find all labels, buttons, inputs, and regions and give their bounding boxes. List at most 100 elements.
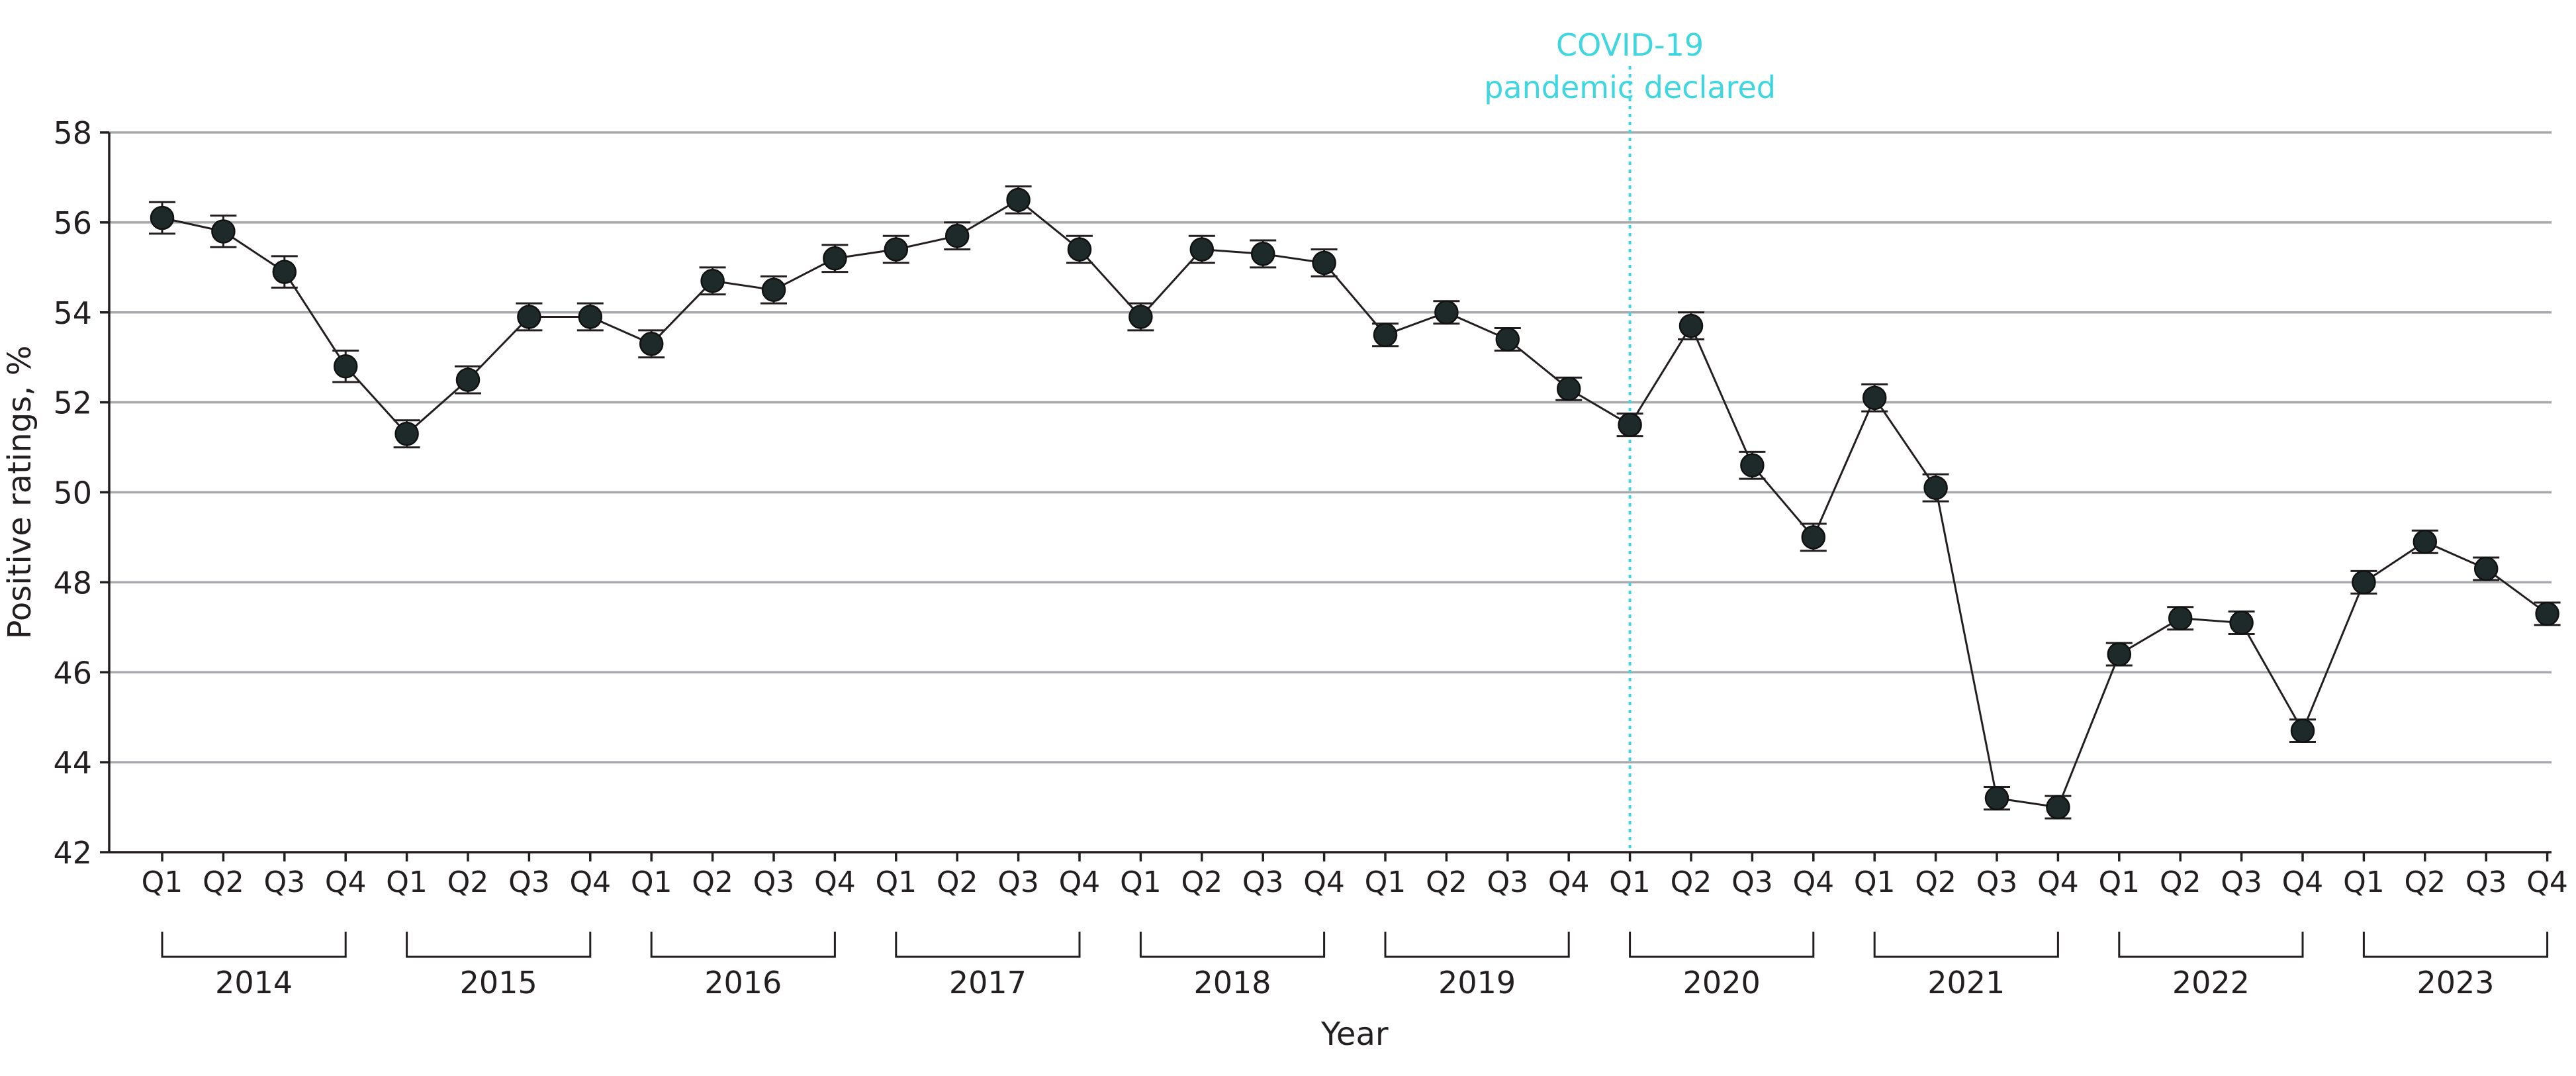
data-points <box>149 185 2561 820</box>
y-tick-label-56: 56 <box>53 205 92 241</box>
data-point-12 <box>884 237 909 262</box>
data-point-6 <box>517 305 541 329</box>
data-point-9 <box>700 268 725 293</box>
year-label-2021: 2021 <box>1927 965 2005 1001</box>
grid-layer <box>109 131 2552 763</box>
x-tick-label-35: Q4 <box>2282 865 2324 899</box>
x-tick-label-29: Q2 <box>1915 865 1956 899</box>
data-point-35 <box>2290 718 2315 743</box>
data-point-33 <box>2168 606 2193 630</box>
data-point-29 <box>1923 475 1948 500</box>
year-label-2017: 2017 <box>949 965 1027 1001</box>
x-tick-label-20: Q1 <box>1365 865 1406 899</box>
data-point-15 <box>1067 237 1092 262</box>
year-bracket-2014 <box>161 932 347 958</box>
x-tick-label-30: Q3 <box>1976 865 2018 899</box>
y-tick-label-46: 46 <box>53 655 92 691</box>
y-tick-label-42: 42 <box>53 835 92 871</box>
data-point-32 <box>2107 642 2132 667</box>
year-bracket-2023 <box>2362 932 2549 958</box>
x-tick-label-32: Q1 <box>2098 865 2140 899</box>
data-point-23 <box>1556 376 1581 401</box>
x-tick-label-6: Q3 <box>508 865 550 899</box>
x-tick-label-33: Q2 <box>2160 865 2201 899</box>
x-tick-label-5: Q2 <box>447 865 489 899</box>
year-label-2018: 2018 <box>1193 965 1271 1001</box>
x-tick-label-19: Q4 <box>1303 865 1345 899</box>
covid-annotation: COVID-19 pandemic declared <box>1484 27 1776 852</box>
x-axis-label: Year <box>1320 1016 1389 1053</box>
x-tick-label-38: Q3 <box>2465 865 2507 899</box>
data-point-13 <box>944 224 970 248</box>
year-brackets: 2014 2015 2016 2017 2018 2019 2020 2021 2022 2023 <box>161 932 2549 1001</box>
year-label-2020: 2020 <box>1683 965 1761 1001</box>
year-label-2016: 2016 <box>704 965 782 1001</box>
x-tick-label-31: Q4 <box>2037 865 2079 899</box>
x-tick-label-10: Q3 <box>753 865 795 899</box>
data-point-20 <box>1373 322 1398 347</box>
year-bracket-2018 <box>1139 932 1326 958</box>
year-bracket-2021 <box>1873 932 2059 958</box>
x-tick-label-23: Q4 <box>1548 865 1590 899</box>
x-tick-label-13: Q2 <box>937 865 978 899</box>
data-point-16 <box>1128 305 1153 329</box>
data-point-10 <box>761 277 786 303</box>
data-point-2 <box>272 260 297 284</box>
data-point-5 <box>455 367 481 392</box>
y-tick-label-52: 52 <box>53 385 92 421</box>
year-label-2019: 2019 <box>1438 965 1516 1001</box>
y-tick-label-50: 50 <box>53 475 92 511</box>
series-line <box>161 199 2548 808</box>
data-point-18 <box>1250 242 1275 266</box>
data-point-28 <box>1862 385 1887 411</box>
data-point-31 <box>2046 795 2070 820</box>
x-tick-label-4: Q1 <box>386 865 428 899</box>
x-tick-label-15: Q4 <box>1059 865 1101 899</box>
year-bracket-2015 <box>406 932 592 958</box>
series <box>161 199 2548 808</box>
year-label-2023: 2023 <box>2416 965 2494 1001</box>
y-tick-label-58: 58 <box>53 115 92 151</box>
data-point-14 <box>1006 187 1031 213</box>
data-point-8 <box>639 332 664 356</box>
year-label-2014: 2014 <box>215 965 293 1001</box>
data-point-19 <box>1312 250 1336 275</box>
x-tick-label-37: Q2 <box>2404 865 2446 899</box>
data-point-1 <box>211 219 236 244</box>
data-point-26 <box>1740 453 1765 477</box>
year-bracket-2017 <box>895 932 1081 958</box>
x-tick-labels: Q1 Q2 Q3 Q4 Q1 Q2 Q3 Q4 Q1 Q2 Q3 Q4 Q1 Q2 Q3 Q4 Q1 Q2 Q3 Q4… <box>142 852 2568 899</box>
data-point-34 <box>2229 611 2254 635</box>
data-point-7 <box>578 305 603 329</box>
data-point-30 <box>1984 786 2009 810</box>
year-label-2015: 2015 <box>460 965 537 1001</box>
data-point-17 <box>1189 237 1215 262</box>
x-tick-label-2: Q3 <box>263 865 305 899</box>
y-tick-label-44: 44 <box>53 745 92 781</box>
covid-label-line1: COVID-19 <box>1556 27 1704 63</box>
y-tick-labels: 42 44 46 48 50 52 54 56 58 <box>53 115 109 871</box>
data-point-39 <box>2535 601 2559 626</box>
data-point-25 <box>1679 313 1704 338</box>
data-point-24 <box>1618 413 1642 437</box>
data-point-3 <box>333 354 358 379</box>
data-point-21 <box>1434 300 1459 324</box>
x-tick-label-39: Q4 <box>2526 865 2568 899</box>
year-bracket-2022 <box>2118 932 2304 958</box>
data-point-37 <box>2413 529 2438 554</box>
data-point-38 <box>2473 556 2499 581</box>
y-tick-label-48: 48 <box>53 565 92 601</box>
x-tick-label-8: Q1 <box>631 865 672 899</box>
x-tick-label-1: Q2 <box>203 865 244 899</box>
x-tick-label-36: Q1 <box>2343 865 2385 899</box>
data-point-27 <box>1801 525 1826 550</box>
x-tick-label-3: Q4 <box>325 865 367 899</box>
x-tick-label-7: Q4 <box>569 865 611 899</box>
x-tick-label-11: Q4 <box>814 865 856 899</box>
x-tick-label-21: Q2 <box>1426 865 1467 899</box>
x-tick-label-14: Q3 <box>997 865 1039 899</box>
year-bracket-2019 <box>1384 932 1570 958</box>
x-tick-label-0: Q1 <box>142 865 183 899</box>
x-tick-label-25: Q2 <box>1671 865 1712 899</box>
